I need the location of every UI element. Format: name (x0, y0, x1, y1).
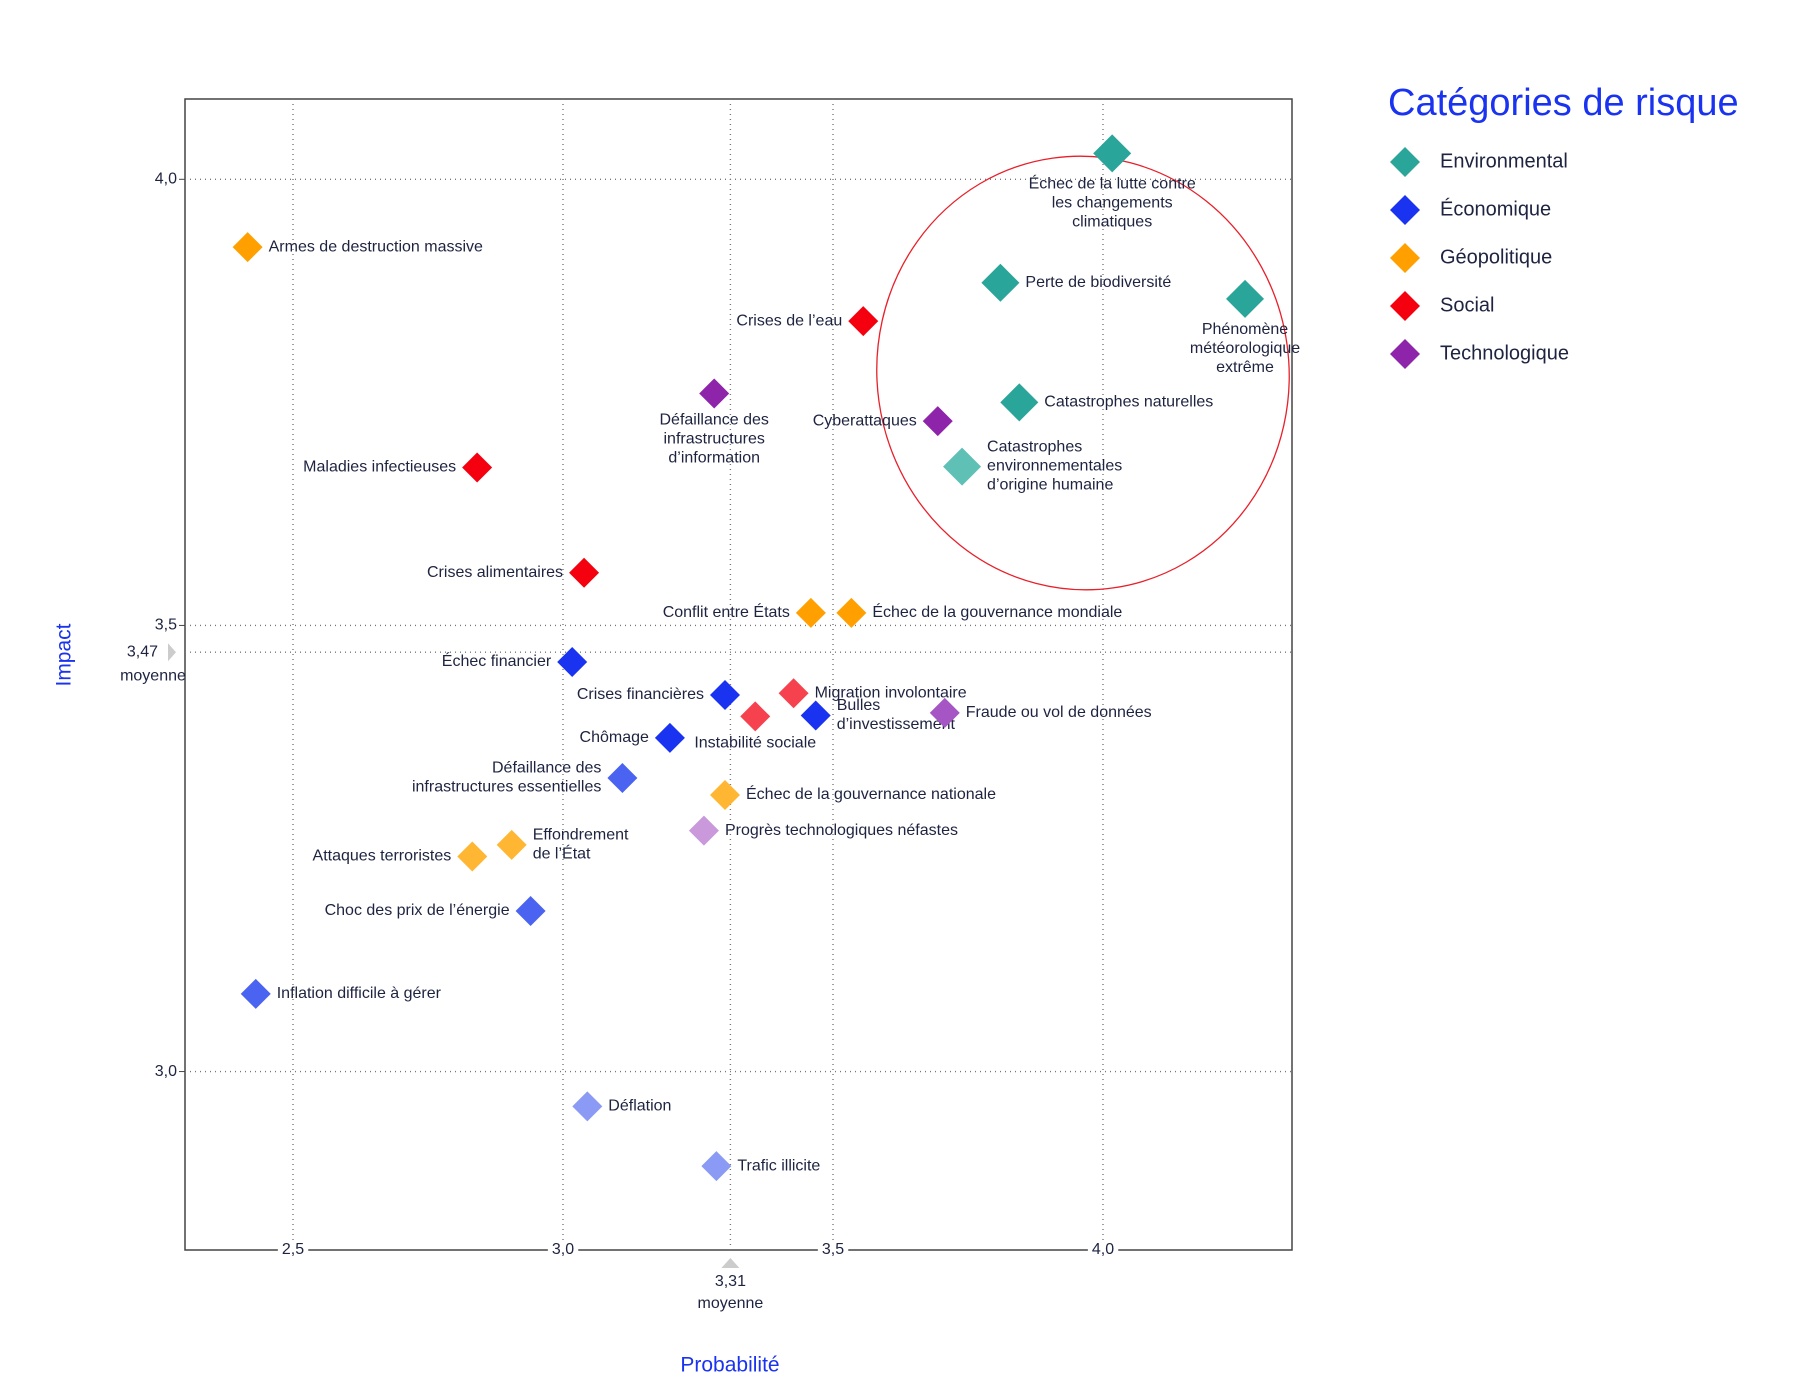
point-label: Maladies infectieuses (303, 459, 456, 476)
point-label: Cyberattaques (813, 412, 917, 429)
x-tick-label: 2,5 (282, 1241, 304, 1258)
risk-point (836, 597, 867, 628)
y-tick-label: 3,5 (155, 617, 177, 634)
point-label: Défaillance des infrastructures essentiel… (412, 760, 601, 796)
point-label: Fraude ou vol de données (966, 704, 1152, 721)
risk-point (496, 829, 527, 860)
legend-marker (1390, 291, 1420, 321)
point-label: Attaques terroristes (313, 848, 452, 865)
point-label: Crises de l’eau (736, 312, 842, 329)
point-label: Échec de la lutte contre les changements c… (1029, 174, 1196, 231)
point-label: Conflit entre États (663, 602, 790, 621)
legend-label: Technologique (1440, 342, 1569, 364)
x-tick-label: 3,5 (822, 1241, 844, 1258)
mean-marker (168, 643, 176, 662)
point-label: Catastrophes environnementales d’origine h… (987, 439, 1122, 494)
risk-point (457, 841, 488, 872)
risk-point (232, 232, 263, 263)
risk-point (922, 406, 953, 437)
risk-point (795, 597, 826, 628)
risk-point (740, 701, 771, 732)
risk-point (701, 1151, 732, 1182)
legend-label: Social (1440, 294, 1494, 316)
point-label: Effondrement de l’État (533, 827, 629, 863)
risk-point (572, 1091, 603, 1122)
legend-marker (1390, 195, 1420, 225)
point-label: Défaillance des infrastructures d’informat… (659, 412, 768, 467)
legend-label: Environmental (1440, 150, 1568, 172)
point-label: Instabilité sociale (694, 735, 816, 752)
point-label: Progrès technologiques néfastes (725, 822, 958, 839)
risk-point (1093, 134, 1132, 173)
risk-point (1000, 383, 1039, 422)
legend-marker (1390, 243, 1420, 273)
x-tick-label: 4,0 (1092, 1241, 1114, 1258)
point-label: Échec financier (442, 651, 552, 670)
risk-point (569, 557, 600, 588)
point-label: Trafic illicite (737, 1157, 820, 1174)
point-label: Chômage (580, 729, 649, 746)
point-label: Échec de la gouvernance mondiale (872, 602, 1122, 621)
legend-title: Catégories de risque (1388, 82, 1739, 124)
point-label: Catastrophes naturelles (1044, 394, 1213, 411)
point-label: Phénomène météorologique extrême (1190, 321, 1300, 376)
y-axis-title: Impact (53, 623, 76, 686)
mean-label: moyenne (120, 667, 186, 684)
risk-point (607, 763, 638, 794)
risk-point (699, 378, 730, 409)
point-label: Déflation (608, 1098, 671, 1115)
point-label: Armes de destruction massive (269, 238, 483, 255)
risk-point (710, 680, 740, 711)
y-tick-label: 3,0 (155, 1063, 177, 1080)
x-axis-title: Probabilité (680, 1354, 779, 1377)
risk-point (800, 700, 831, 731)
point-label: Échec de la gouvernance nationale (746, 784, 996, 803)
risk-point (710, 779, 740, 810)
risk-point (688, 815, 719, 846)
point-label: Bulles d’investissement (837, 697, 956, 733)
risk-point (929, 697, 960, 728)
mean-label: moyenne (697, 1295, 763, 1312)
tick-label-bg (817, 1241, 849, 1259)
risk-point (462, 452, 493, 483)
risk-point (981, 263, 1020, 302)
tick-label-bg (547, 1241, 579, 1259)
point-label: Inflation difficile à gérer (277, 985, 442, 1002)
legend-label: Géopolitique (1440, 246, 1552, 268)
highlight-ellipse (876, 155, 1290, 591)
risk-point (557, 647, 588, 678)
risk-point (240, 978, 271, 1009)
risk-point (848, 306, 879, 337)
point-label: Choc des prix de l’énergie (325, 902, 510, 919)
legend-marker (1390, 339, 1420, 369)
point-label: Crises financières (577, 686, 704, 703)
mean-marker (721, 1258, 740, 1268)
plot-frame (184, 98, 1293, 1251)
y-tick-label: 4,0 (155, 171, 177, 188)
tick-label-bg (1087, 1241, 1119, 1259)
point-label: Perte de biodiversité (1025, 274, 1171, 291)
tick-label-bg (277, 1241, 309, 1259)
risk-point (654, 722, 685, 753)
risk-point (943, 447, 982, 486)
legend-marker (1390, 147, 1420, 177)
point-label: Migration involontaire (815, 684, 967, 701)
risk-point (1226, 279, 1265, 318)
x-tick-label: 3,0 (552, 1241, 574, 1258)
point-label: Crises alimentaires (427, 564, 563, 581)
mean-value-label: 3,31 (715, 1273, 746, 1290)
risk-point (515, 895, 546, 926)
risk-point (778, 678, 809, 709)
mean-value-label: 3,47 (127, 643, 158, 660)
legend-label: Économique (1440, 197, 1551, 220)
